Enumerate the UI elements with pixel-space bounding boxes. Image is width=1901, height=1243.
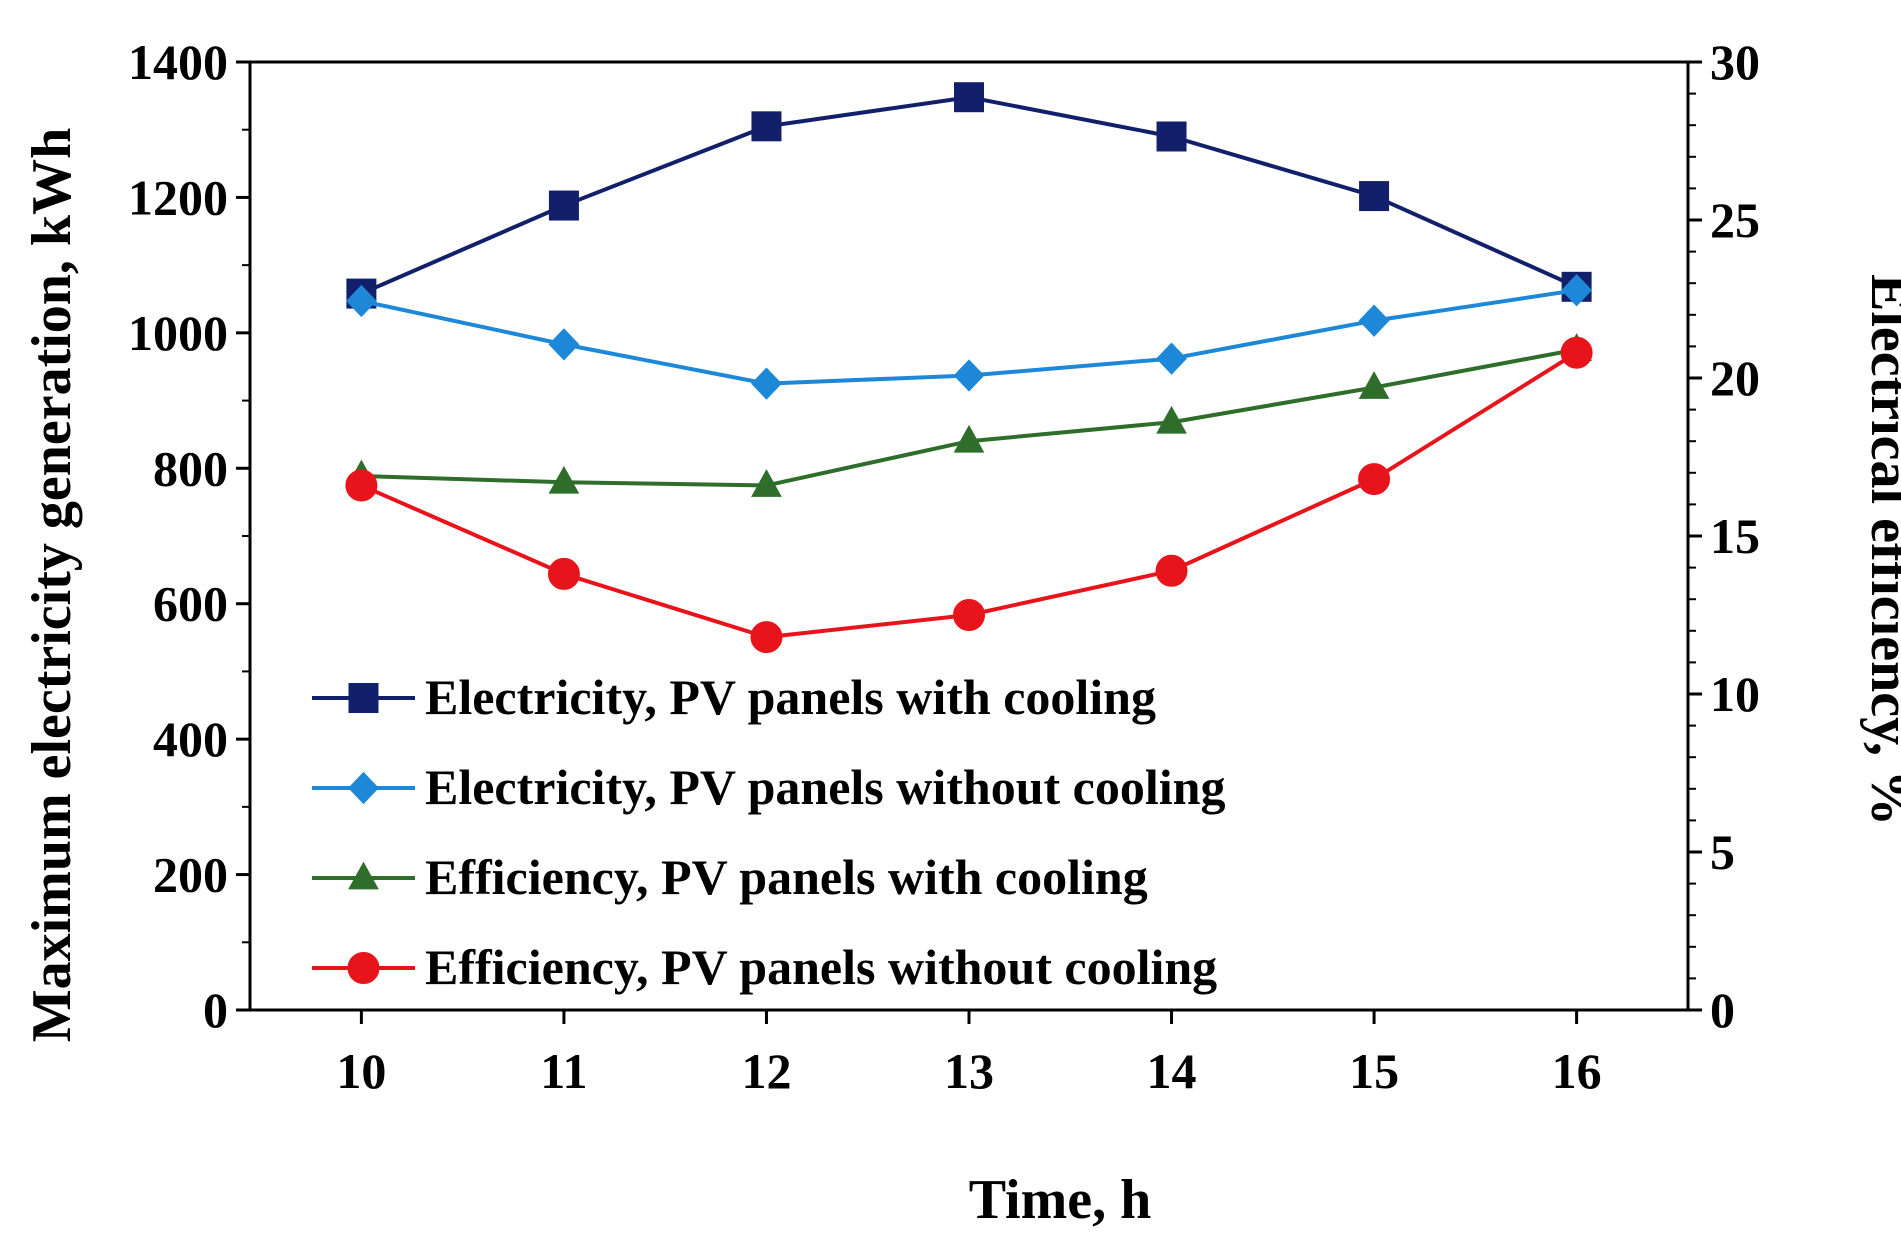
y-axis-title: Maximum electricity generation, kWh	[21, 128, 83, 1042]
x-tick-label: 13	[944, 1043, 994, 1099]
y-tick-label: 1200	[128, 169, 228, 225]
triangle-marker	[1358, 371, 1390, 399]
circle-marker	[953, 599, 985, 631]
y2-tick-label: 20	[1710, 350, 1760, 406]
x-tick-label: 14	[1147, 1043, 1197, 1099]
diamond-marker	[953, 359, 985, 392]
diamond-marker	[346, 284, 377, 318]
diamond-marker	[751, 367, 782, 400]
legend-label: Efficiency, PV panels with cooling	[425, 849, 1148, 905]
square-marker	[548, 190, 579, 221]
circle-marker	[750, 621, 783, 654]
legend-label: Electricity, PV panels with cooling	[425, 669, 1156, 725]
series-2	[346, 274, 1592, 400]
y2-axis-title: Electrical efficiency, %	[1859, 274, 1901, 826]
y-tick-label: 0	[203, 982, 228, 1038]
legend-layer: Electricity, PV panels with cooling Elect…	[312, 669, 1225, 995]
x-tick-label: 10	[336, 1043, 386, 1099]
y2-tick-label: 0	[1710, 982, 1735, 1038]
legend-label: Efficiency, PV panels without cooling	[425, 939, 1217, 995]
axes-layer: 0 200 400 600 800 1000 1200 1400 0 5 10 15 20 25 30 10 1…	[128, 34, 1760, 1099]
circle-marker	[1155, 554, 1188, 587]
circle-marker	[347, 952, 380, 984]
series-3	[346, 333, 1592, 497]
y-tick-label: 1000	[128, 305, 228, 361]
y-tick-label: 400	[153, 711, 228, 767]
y2-tick-label: 30	[1710, 34, 1760, 90]
diamond-marker	[1156, 342, 1187, 375]
series-4	[345, 336, 1593, 654]
square-marker	[1359, 181, 1390, 212]
triangle-marker	[548, 465, 580, 494]
circle-marker	[1358, 463, 1391, 496]
diamond-marker	[1561, 274, 1592, 307]
legend-label: Electricity, PV panels without cooling	[425, 759, 1225, 815]
series-4-line	[360, 351, 1578, 640]
legend-item-1: Electricity, PV panels with cooling	[312, 669, 1156, 725]
square-marker	[954, 82, 984, 113]
y-tick-label: 800	[153, 440, 228, 496]
diamond-marker	[348, 771, 379, 805]
triangle-marker	[348, 861, 379, 890]
series-1-line	[360, 95, 1578, 296]
y2-tick-label: 5	[1710, 824, 1735, 880]
legend-item-2: Electricity, PV panels without cooling	[312, 759, 1225, 815]
circle-marker	[547, 557, 580, 590]
triangle-marker	[953, 424, 985, 453]
x-tick-label: 15	[1349, 1043, 1399, 1099]
diamond-marker	[1358, 304, 1390, 337]
y-tick-label: 600	[153, 576, 228, 632]
triangle-marker	[751, 469, 782, 497]
legend-item-3: Efficiency, PV panels with cooling	[312, 849, 1148, 905]
y2-tick-label: 15	[1710, 508, 1760, 564]
series-layer	[345, 82, 1593, 654]
square-marker	[348, 683, 379, 713]
square-marker	[1156, 121, 1187, 152]
y-tick-label: 1400	[128, 34, 228, 90]
square-marker	[751, 111, 782, 142]
y2-tick-label: 10	[1710, 666, 1760, 722]
x-axis-title: Time, h	[969, 1169, 1152, 1231]
diamond-marker	[548, 328, 580, 361]
triangle-marker	[1156, 405, 1187, 434]
y-tick-label: 200	[153, 847, 228, 903]
legend-item-4: Efficiency, PV panels without cooling	[312, 939, 1217, 995]
circle-marker	[1560, 336, 1593, 369]
y2-tick-label: 25	[1710, 192, 1760, 248]
series-1	[346, 82, 1592, 309]
x-tick-label: 12	[741, 1043, 791, 1099]
x-tick-label: 16	[1552, 1043, 1602, 1099]
circle-marker	[345, 469, 378, 502]
x-tick-label: 11	[540, 1043, 587, 1099]
